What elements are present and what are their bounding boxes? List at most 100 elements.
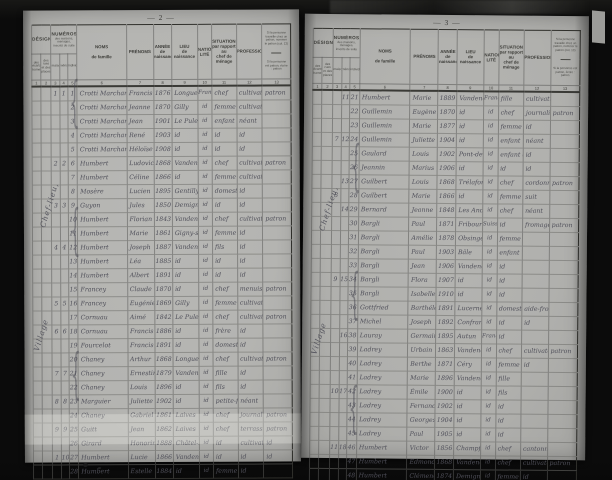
cell: chef — [213, 422, 238, 437]
header-noms: NOMS de famille — [76, 24, 127, 80]
cell — [339, 286, 349, 301]
cell: id — [213, 436, 238, 451]
cell: id — [482, 189, 498, 204]
cell: 1856 — [435, 441, 454, 456]
cell: id — [454, 399, 481, 414]
cell: id — [453, 427, 481, 442]
cell: Le Puley — [172, 310, 199, 325]
cell: fils — [212, 240, 238, 255]
cell: cultivatrice — [237, 436, 264, 451]
cell: id — [480, 455, 496, 470]
cell — [60, 212, 69, 227]
cell: id — [263, 435, 293, 451]
cell — [329, 412, 339, 427]
cell: 1878 — [436, 231, 456, 246]
cell — [319, 370, 331, 385]
cell: 1910 — [436, 287, 456, 302]
table-row: 8 8 23 Marguier Juliette 1902 id id petite-fille… — [33, 393, 293, 410]
cell — [309, 440, 320, 455]
cell: Humbert — [359, 90, 411, 106]
table-row: 7 Humbert Céline 1866 id id femme cultivatrice — [32, 169, 292, 186]
cell: 23 — [69, 394, 79, 409]
table-row: 48 Humbert Clémence 1874 Demigny id femme id — [309, 468, 577, 480]
cell — [310, 328, 321, 343]
cell: Juliette — [409, 133, 438, 148]
cell — [312, 160, 322, 175]
cell: enfant — [497, 133, 524, 149]
table-row: 22 Guillemin Eugène 1870 id id chef journalier p… — [312, 104, 580, 121]
cell — [339, 300, 349, 315]
cell — [32, 213, 42, 228]
cell — [340, 160, 350, 175]
cell — [330, 370, 339, 385]
cell: 2 — [67, 100, 78, 115]
table-row: 8 Mosère Lucien 1895 Gentilly id domestique id — [32, 183, 292, 200]
cell: Crotti Marchand — [77, 114, 127, 129]
cell: patron — [262, 155, 292, 171]
cell: Georges — [407, 413, 436, 428]
cell: Germaine — [407, 329, 437, 344]
cell: femme — [497, 119, 524, 135]
header-numeros: NUMÉROS des maisons, ménages, inscrits de… — [51, 24, 77, 54]
table-row: 24 Chaney Gabriel 1861 Laives id chef journalie… — [33, 407, 293, 424]
cell — [547, 358, 578, 373]
table-row: 32 Bargli Paul 1903 Bâle id enfant — [311, 244, 579, 261]
cell — [32, 227, 42, 242]
cell — [60, 268, 69, 283]
cell: chef — [212, 282, 238, 297]
cell: 42 — [347, 384, 357, 399]
cell: id — [455, 273, 483, 288]
cell: id — [496, 287, 522, 303]
cell: id — [496, 273, 523, 289]
cell — [33, 367, 43, 382]
cell — [549, 204, 579, 219]
cell: Louis — [127, 380, 155, 395]
table-row: 13 Humbert Léa 1885 id id id id — [32, 253, 292, 270]
table-row: 33 Bargli Jean 1906 Vandenesse id id — [311, 258, 579, 275]
cell — [340, 146, 350, 161]
cell — [41, 156, 52, 172]
cell: Demigny — [453, 469, 481, 480]
cell — [41, 226, 52, 242]
cell — [32, 241, 42, 256]
cell: Ernestine — [127, 366, 155, 381]
cell: 21 — [69, 366, 79, 381]
cell: 1868 — [154, 352, 173, 367]
cell: 1868 — [437, 175, 457, 190]
table-row: 23 Guillemin Marie 1877 id id femme id — [312, 118, 580, 135]
cell: Vandenesse — [454, 371, 482, 386]
cell: Fourcelot — [78, 338, 128, 353]
table-row: 11 Humbert Marie 1861 Gigny-s-Saône id femme id — [32, 225, 292, 242]
cell — [262, 127, 292, 143]
cell: Marie — [126, 226, 155, 241]
cell: 1888 — [155, 436, 174, 451]
cell: 17 — [68, 310, 79, 325]
cell: 1900 — [435, 385, 455, 400]
cell: cultivateur — [237, 310, 264, 325]
cell: id — [496, 259, 523, 275]
cell: 4 — [60, 240, 69, 255]
cell: id — [172, 324, 199, 339]
cell — [339, 258, 349, 273]
cell — [339, 244, 349, 259]
table-row: 28 Humbert Estelle 1884 id id femme id — [33, 463, 293, 480]
table-row: 30 Bargli Paul 1871 Fribourg Suisse id fromager… — [311, 216, 579, 233]
cell: 1871 — [435, 357, 455, 372]
cell: Lauray — [357, 328, 409, 344]
cell: Vandenesse — [172, 240, 199, 255]
cell — [549, 120, 580, 135]
cell: Francis — [126, 86, 154, 101]
cell: journalier — [523, 106, 551, 121]
cell — [60, 254, 69, 269]
cell: 8 — [60, 394, 70, 409]
cell — [331, 258, 340, 273]
cell: Guilbert — [358, 188, 410, 204]
cell — [32, 143, 42, 158]
cell: Guitt — [78, 422, 128, 437]
cell — [546, 470, 577, 480]
table-row: 5 5 16 Francey Eugénie 1869 Gilly id femme cultiv… — [32, 295, 292, 312]
cell: Francey — [78, 282, 128, 297]
cell — [321, 132, 333, 147]
cell — [320, 216, 332, 231]
cell: id — [456, 105, 484, 120]
